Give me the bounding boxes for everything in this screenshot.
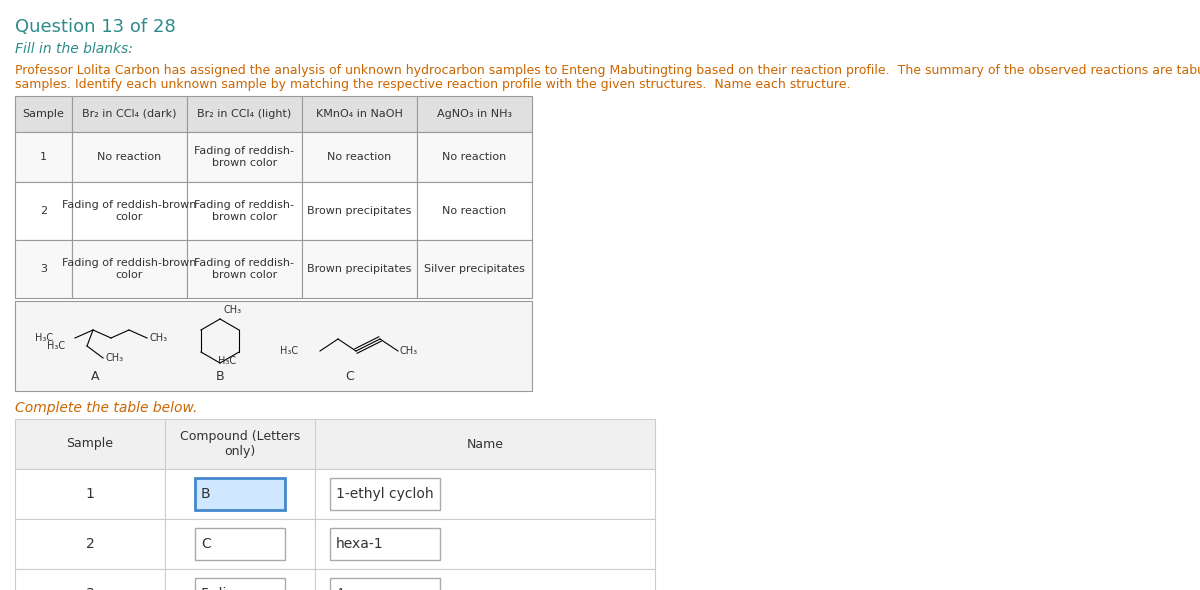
Text: Sample: Sample — [66, 438, 114, 451]
Bar — [72, 182, 187, 240]
Text: AgNO₃ in NH₃: AgNO₃ in NH₃ — [437, 109, 512, 119]
Bar — [72, 132, 187, 182]
Text: H₃C: H₃C — [47, 341, 65, 351]
Bar — [166, 569, 314, 590]
Text: No reaction: No reaction — [443, 152, 506, 162]
Bar — [314, 469, 655, 519]
Text: Silver precipitates: Silver precipitates — [424, 264, 524, 274]
Text: Question 13 of 28: Question 13 of 28 — [14, 18, 175, 36]
Bar — [194, 578, 286, 590]
Text: Fading of reddish-brown
color: Fading of reddish-brown color — [62, 258, 197, 280]
Text: Br₂ in CCl₄ (dark): Br₂ in CCl₄ (dark) — [83, 109, 176, 119]
Bar — [14, 240, 72, 298]
Text: H₃C: H₃C — [280, 346, 298, 356]
Bar — [302, 240, 418, 298]
Bar — [418, 96, 532, 132]
Bar — [166, 469, 314, 519]
Text: Fill in the blanks:: Fill in the blanks: — [14, 42, 133, 56]
Text: C: C — [346, 370, 354, 383]
Bar — [194, 478, 286, 510]
Bar — [14, 301, 532, 391]
Bar — [418, 182, 532, 240]
Bar — [187, 182, 302, 240]
Text: 1-ethyl cycloh: 1-ethyl cycloh — [336, 487, 433, 501]
Bar — [330, 478, 440, 510]
Text: Fading of reddish-
brown color: Fading of reddish- brown color — [194, 146, 294, 168]
Bar — [314, 569, 655, 590]
Text: Professor Lolita Carbon has assigned the analysis of unknown hydrocarbon samples: Professor Lolita Carbon has assigned the… — [14, 64, 1200, 77]
Text: Name: Name — [467, 438, 504, 451]
Text: Fading of reddish-
brown color: Fading of reddish- brown color — [194, 200, 294, 222]
Text: 2: 2 — [40, 206, 47, 216]
Text: CH₃: CH₃ — [400, 346, 418, 356]
Bar — [330, 528, 440, 560]
Text: No reaction: No reaction — [97, 152, 162, 162]
Text: hexa-1: hexa-1 — [336, 537, 384, 551]
Text: No reaction: No reaction — [443, 206, 506, 216]
Bar — [14, 469, 166, 519]
Bar — [14, 182, 72, 240]
Bar — [314, 519, 655, 569]
Text: No reaction: No reaction — [328, 152, 391, 162]
Text: 2: 2 — [85, 537, 95, 551]
Text: CH₃: CH₃ — [223, 305, 241, 315]
Text: H₃C: H₃C — [35, 333, 53, 343]
Bar — [14, 419, 166, 469]
Text: B: B — [202, 487, 211, 501]
Bar — [14, 519, 166, 569]
Bar — [418, 240, 532, 298]
Bar — [166, 519, 314, 569]
Text: C: C — [202, 537, 211, 551]
Text: Br₂ in CCl₄ (light): Br₂ in CCl₄ (light) — [197, 109, 292, 119]
Bar — [302, 132, 418, 182]
Text: 1: 1 — [40, 152, 47, 162]
Text: B: B — [216, 370, 224, 383]
Text: samples. Identify each unknown sample by matching the respective reaction profil: samples. Identify each unknown sample by… — [14, 78, 851, 91]
Text: 3: 3 — [40, 264, 47, 274]
Bar — [302, 96, 418, 132]
Text: 1: 1 — [85, 487, 95, 501]
Text: A: A — [336, 587, 346, 590]
Text: Compound (Letters
only): Compound (Letters only) — [180, 430, 300, 458]
Text: A: A — [91, 370, 100, 383]
Text: Complete the table below.: Complete the table below. — [14, 401, 197, 415]
Text: CH₃: CH₃ — [149, 333, 167, 343]
Bar — [72, 240, 187, 298]
Text: Sample: Sample — [23, 109, 65, 119]
Bar — [14, 569, 166, 590]
Bar — [194, 528, 286, 560]
Text: 5-diyne: 5-diyne — [202, 587, 253, 590]
Bar — [314, 419, 655, 469]
Bar — [187, 96, 302, 132]
Text: KMnO₄ in NaOH: KMnO₄ in NaOH — [316, 109, 403, 119]
Bar — [187, 240, 302, 298]
Text: Fading of reddish-brown
color: Fading of reddish-brown color — [62, 200, 197, 222]
Bar — [166, 419, 314, 469]
Bar — [14, 96, 72, 132]
Text: Fading of reddish-
brown color: Fading of reddish- brown color — [194, 258, 294, 280]
Bar — [418, 132, 532, 182]
Text: Brown precipitates: Brown precipitates — [307, 206, 412, 216]
Text: Brown precipitates: Brown precipitates — [307, 264, 412, 274]
Bar — [330, 578, 440, 590]
Bar — [72, 96, 187, 132]
Text: 3: 3 — [85, 587, 95, 590]
Text: CH₃: CH₃ — [106, 353, 124, 363]
Bar — [302, 182, 418, 240]
Text: H₃C: H₃C — [218, 356, 236, 366]
Bar — [14, 132, 72, 182]
Bar — [187, 132, 302, 182]
